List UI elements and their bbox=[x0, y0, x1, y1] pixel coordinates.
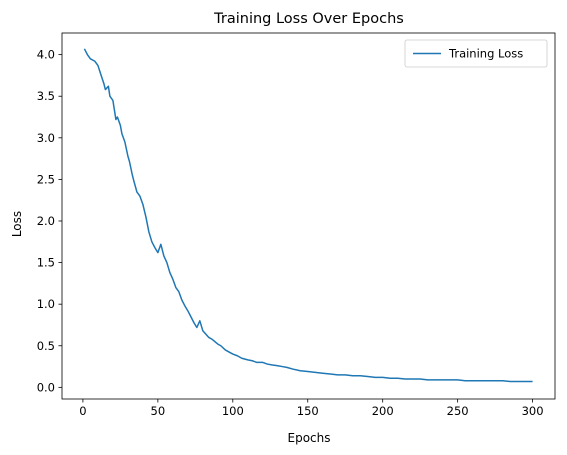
y-tick-label: 3.0 bbox=[37, 131, 55, 145]
x-tick-label: 250 bbox=[447, 404, 469, 418]
y-tick-label: 2.0 bbox=[37, 214, 55, 228]
x-tick-label: 50 bbox=[151, 404, 166, 418]
y-axis-ticks: 0.0 0.5 1.0 1.5 2.0 2.5 3.0 3.5 4.0 bbox=[37, 48, 62, 394]
y-tick-label: 0.5 bbox=[37, 339, 55, 353]
y-axis-label: Loss bbox=[10, 211, 24, 237]
x-tick-label: 200 bbox=[372, 404, 394, 418]
y-tick-label: 0.0 bbox=[37, 380, 55, 394]
x-axis-label: Epochs bbox=[288, 431, 331, 445]
plot-area bbox=[61, 32, 556, 400]
legend: Training Loss bbox=[404, 39, 548, 68]
x-tick-label: 150 bbox=[297, 404, 319, 418]
legend-box bbox=[404, 39, 548, 68]
chart-title: Training Loss Over Epochs bbox=[213, 11, 404, 27]
series-line-0 bbox=[83, 48, 533, 383]
x-axis-ticks: 0 50 100 150 200 250 300 bbox=[79, 399, 544, 418]
plot-frame bbox=[61, 32, 556, 400]
y-tick-label: 1.5 bbox=[37, 256, 55, 270]
x-tick-label: 0 bbox=[79, 404, 86, 418]
x-tick-label: 100 bbox=[222, 404, 244, 418]
y-tick-label: 1.0 bbox=[37, 297, 55, 311]
y-tick-label: 2.5 bbox=[37, 172, 55, 186]
y-tick-label: 3.5 bbox=[37, 89, 55, 103]
y-tick-label: 4.0 bbox=[37, 48, 55, 62]
x-tick-label: 300 bbox=[522, 404, 544, 418]
legend-label: Training Loss bbox=[448, 47, 523, 61]
